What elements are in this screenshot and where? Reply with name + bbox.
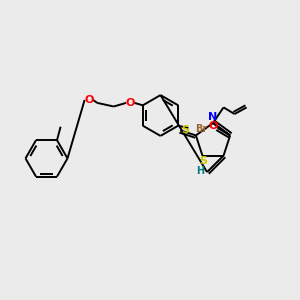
Text: Br: Br xyxy=(195,124,207,134)
Text: H: H xyxy=(196,166,205,176)
Text: O: O xyxy=(208,122,218,131)
Text: O: O xyxy=(125,98,135,108)
Text: N: N xyxy=(208,112,217,122)
Text: O: O xyxy=(84,95,94,105)
Text: S: S xyxy=(181,125,189,135)
Text: S: S xyxy=(199,156,207,166)
